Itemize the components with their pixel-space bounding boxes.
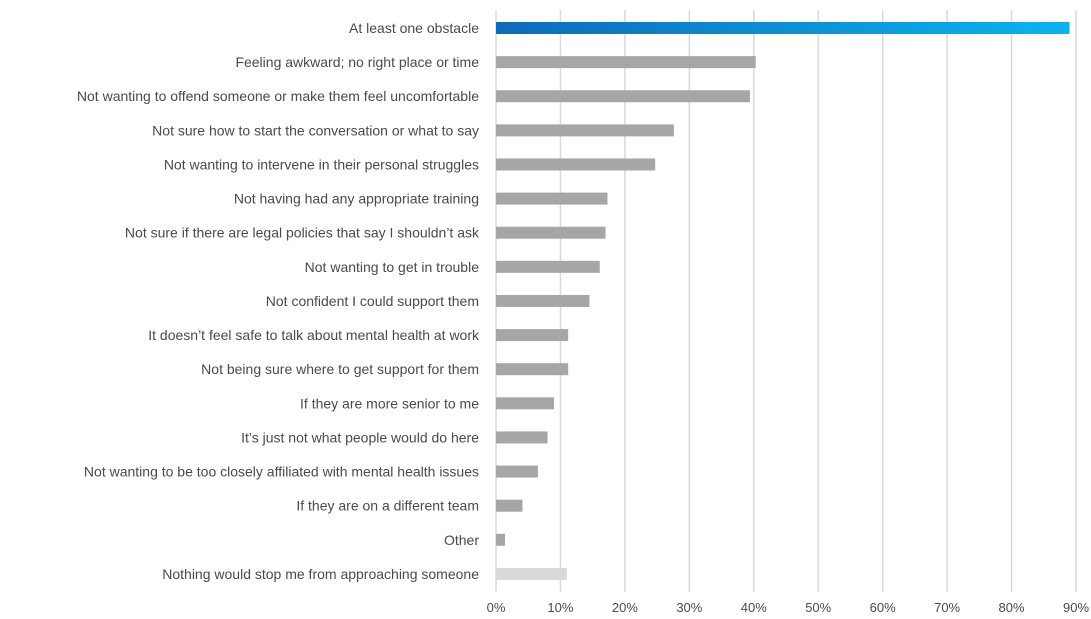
category-label: Not sure how to start the conversation o… bbox=[152, 122, 479, 138]
category-label: Not confident I could support them bbox=[266, 293, 479, 309]
bar-2 bbox=[496, 56, 756, 69]
bar-10 bbox=[496, 329, 569, 342]
x-tick-label: 90% bbox=[1063, 600, 1089, 615]
bar-11 bbox=[496, 363, 569, 376]
x-tick-label: 70% bbox=[934, 600, 960, 615]
x-tick-label: 30% bbox=[676, 600, 702, 615]
x-tick-label: 40% bbox=[741, 600, 767, 615]
category-label: Not wanting to get in trouble bbox=[305, 259, 480, 275]
bar-5 bbox=[496, 158, 656, 171]
gridlines bbox=[495, 10, 1077, 592]
bar-16 bbox=[496, 533, 506, 546]
bar-13 bbox=[496, 431, 548, 444]
x-tick-label: 50% bbox=[805, 600, 831, 615]
bar-1 bbox=[496, 22, 1070, 34]
bar-12 bbox=[496, 397, 554, 410]
bar-4 bbox=[496, 124, 674, 137]
bar-14 bbox=[496, 465, 538, 478]
category-labels: At least one obstacle Feeling awkward; no… bbox=[77, 20, 480, 582]
x-axis-tick-labels: 0% 10% 20% 30% 40% 50% 60% 70% 80% 90% bbox=[487, 600, 1090, 615]
category-label: It’s just not what people would do here bbox=[241, 429, 479, 445]
bar-6 bbox=[496, 192, 608, 205]
x-tick-label: 60% bbox=[870, 600, 896, 615]
bar-17 bbox=[496, 567, 567, 580]
x-tick-label: 10% bbox=[547, 600, 573, 615]
category-label: It doesn’t feel safe to talk about menta… bbox=[148, 327, 480, 343]
category-label: Not sure if there are legal policies tha… bbox=[125, 225, 480, 241]
x-tick-label: 0% bbox=[487, 600, 506, 615]
category-label: Nothing would stop me from approaching s… bbox=[162, 566, 479, 582]
bars bbox=[496, 22, 1070, 580]
x-tick-label: 80% bbox=[999, 600, 1025, 615]
category-label: Not wanting to be too closely affiliated… bbox=[84, 464, 479, 480]
category-label: Not wanting to offend someone or make th… bbox=[77, 88, 479, 104]
category-label: If they are on a different team bbox=[296, 498, 479, 514]
category-label: Not wanting to intervene in their person… bbox=[164, 156, 479, 172]
category-label: Not having had any appropriate training bbox=[234, 191, 479, 207]
bar-3 bbox=[496, 90, 750, 103]
bar-9 bbox=[496, 294, 590, 307]
category-label: If they are more senior to me bbox=[300, 395, 479, 411]
category-label: Feeling awkward; no right place or time bbox=[235, 54, 479, 70]
bar-8 bbox=[496, 260, 600, 273]
category-label: Other bbox=[444, 532, 479, 548]
category-label: Not being sure where to get support for … bbox=[201, 361, 479, 377]
category-label: At least one obstacle bbox=[349, 20, 479, 36]
bar-7 bbox=[496, 226, 606, 239]
bar-15 bbox=[496, 499, 523, 512]
x-tick-label: 20% bbox=[612, 600, 638, 615]
